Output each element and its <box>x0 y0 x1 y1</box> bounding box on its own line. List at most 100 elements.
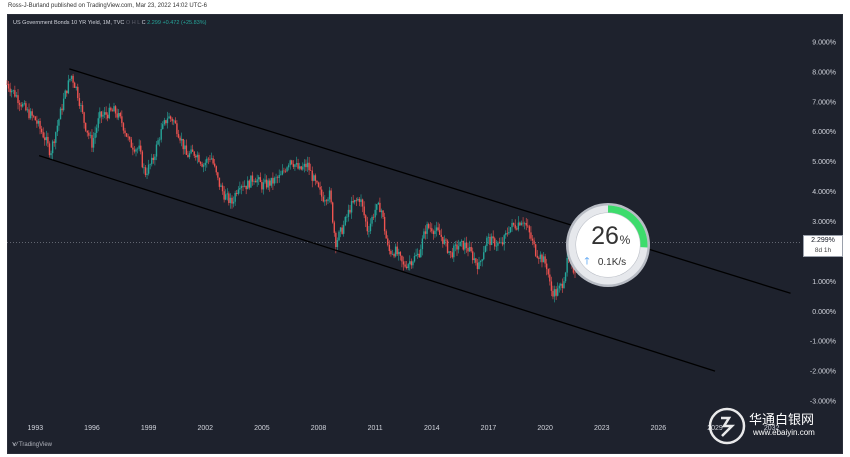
candle-body <box>437 227 439 231</box>
candle-body <box>563 281 565 289</box>
candle-body <box>512 222 515 225</box>
candle-body <box>160 129 162 140</box>
speed-gauge-widget[interactable]: 26 % 🡑 0.1K/s <box>565 202 651 288</box>
candle-body <box>558 285 560 289</box>
candle-body <box>555 289 557 296</box>
candle-body <box>270 177 273 186</box>
candle-body <box>105 112 107 115</box>
y-tick-label: 1.000% <box>812 279 836 286</box>
candle-body <box>242 186 244 187</box>
candle-body <box>106 114 109 119</box>
candle-body <box>314 175 317 181</box>
candle-body <box>297 163 299 169</box>
candle-body <box>574 272 576 274</box>
chart-panel[interactable] <box>7 14 843 454</box>
tradingview-logo-icon: ⋎⁄ <box>12 442 18 448</box>
candle-body <box>453 245 455 258</box>
candle-body <box>196 154 199 158</box>
candle-body <box>155 144 158 157</box>
candle-body <box>17 95 19 104</box>
y-tick-label: 7.000% <box>812 99 836 106</box>
candle-body <box>330 190 332 203</box>
y-tick-label: 0.000% <box>812 309 836 316</box>
candle-body <box>531 238 534 241</box>
candle-body <box>346 216 348 218</box>
candle-body <box>240 186 243 189</box>
candle-body <box>501 242 504 245</box>
candle-body <box>479 261 482 263</box>
candle-body <box>295 163 298 165</box>
candle-body <box>273 177 276 184</box>
candle-body <box>429 227 431 229</box>
candle-body <box>527 225 529 227</box>
candle-body <box>391 253 394 255</box>
candle-body <box>486 237 488 247</box>
candles-layer <box>6 73 587 303</box>
candle-body <box>221 185 224 192</box>
candle-body <box>357 198 359 201</box>
candle-body <box>435 227 438 231</box>
candle-body <box>40 128 43 133</box>
candle-body <box>556 288 559 296</box>
candle-body <box>7 83 10 89</box>
candle-body <box>379 202 381 213</box>
candle-body <box>88 132 90 136</box>
candle-body <box>376 204 378 210</box>
candle-body <box>99 111 101 119</box>
y-axis[interactable]: 9.000% 8.000% 7.000% 6.000% 5.000% 4.000% 3.00… <box>810 39 836 405</box>
watermark-url: www.ebaiyin.com <box>753 428 815 437</box>
candle-body <box>542 256 545 263</box>
candle-body <box>426 224 428 234</box>
candle-body <box>383 216 386 232</box>
candle-body <box>311 170 313 181</box>
candle-body <box>100 111 103 117</box>
gauge-face <box>576 213 640 277</box>
candle-body <box>459 241 461 247</box>
candle-body <box>500 242 502 243</box>
x-tick-label: 1999 <box>141 425 157 432</box>
candle-body <box>42 132 44 138</box>
gauge-percent: 26 <box>591 222 619 250</box>
candle-body <box>73 82 76 88</box>
symbol-name: US Government Bonds 10 YR Yield, 1M, TVC <box>13 20 125 26</box>
candle-body <box>561 283 564 289</box>
candle-body <box>14 90 16 97</box>
candle-body <box>448 251 450 253</box>
candle-body <box>533 240 535 245</box>
candle-body <box>303 163 306 167</box>
candle-body <box>9 88 11 93</box>
candle-body <box>158 139 161 141</box>
candle-body <box>55 132 57 143</box>
candle-body <box>36 120 38 124</box>
candle-body <box>547 269 549 275</box>
candle-body <box>298 166 301 169</box>
tradingview-logo[interactable]: ⋎⁄ TradingView <box>12 441 52 448</box>
open-label: O <box>125 20 131 26</box>
candle-body <box>495 245 498 247</box>
candle-body <box>177 133 180 138</box>
candle-body <box>365 215 367 222</box>
candle-body <box>188 153 191 158</box>
candle-body <box>86 130 88 133</box>
last-price-value: 2.299% <box>811 237 835 244</box>
gauge-progress-arc <box>568 205 648 285</box>
candle-body <box>20 104 22 107</box>
symbol-legend[interactable]: US Government Bonds 10 YR Yield, 1M, TVC… <box>13 20 207 26</box>
candle-body <box>445 239 447 241</box>
y-tick-label: 9.000% <box>812 39 836 46</box>
x-axis[interactable]: 1993 1996 1999 2002 2005 2008 2011 2014 2017 2020… <box>28 425 780 432</box>
candle-body <box>440 234 442 237</box>
candle-body <box>431 228 433 232</box>
candle-body <box>316 180 318 183</box>
candle-body <box>265 179 268 188</box>
candle-body <box>272 177 274 184</box>
candle-body <box>111 110 114 112</box>
candle-body <box>317 182 320 187</box>
candle-body <box>132 147 134 150</box>
candle-body <box>102 114 104 117</box>
candle-body <box>234 192 236 202</box>
candle-body <box>95 127 98 133</box>
y-tick-label: -3.000% <box>810 399 836 406</box>
publisher-caption: Ross-J-Burland published on TradingView.… <box>8 3 207 9</box>
